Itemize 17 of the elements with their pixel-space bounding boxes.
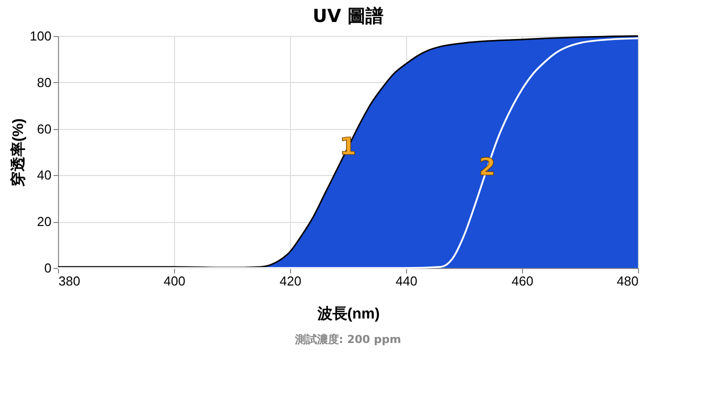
x-tick-label: 420	[280, 274, 302, 288]
y-tick-label: 20	[37, 214, 52, 230]
chart-title: UV 圖譜	[312, 6, 384, 27]
y-tick-label: 80	[37, 74, 52, 90]
y-tick-label: 40	[37, 168, 52, 183]
y-tick-label: 100	[30, 28, 52, 44]
y-tick-label: 60	[37, 121, 52, 136]
annotation: 1	[340, 132, 356, 160]
x-tick-label: 380	[58, 274, 80, 288]
x-tick-label: 440	[396, 274, 418, 288]
x-axis-title: 波長(nm)	[316, 306, 380, 322]
x-tick-label: 400	[164, 274, 186, 288]
text: 測試濃度: 200 ppm	[294, 333, 402, 346]
y-axis-title: 穿透率(%)	[8, 118, 27, 187]
y-tick-label: 0	[44, 260, 52, 276]
x-tick-label: 460	[512, 274, 534, 288]
x-tick-label: 480	[616, 274, 638, 288]
